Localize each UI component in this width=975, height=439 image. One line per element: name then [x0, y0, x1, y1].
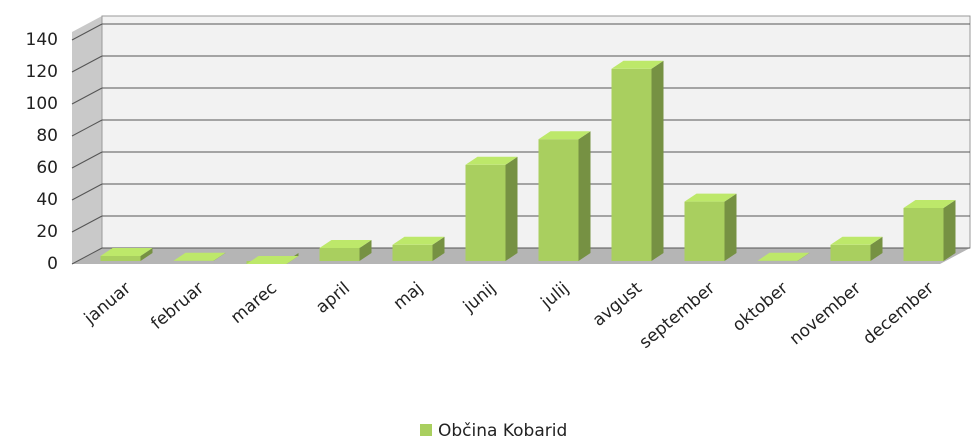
x-tick-label: december: [859, 278, 938, 349]
y-tick-label: 60: [36, 158, 58, 178]
legend-label: Občina Kobarid: [438, 421, 567, 439]
x-tick-label: oktober: [729, 278, 792, 335]
bar: [319, 248, 360, 261]
x-tick-label: april: [312, 278, 354, 318]
y-tick-label: 0: [47, 254, 58, 274]
y-tick-label: 80: [36, 126, 58, 146]
bar-top: [538, 131, 591, 140]
x-tick-label: september: [636, 278, 719, 352]
bar-top: [611, 60, 664, 69]
grid-line: [71, 247, 103, 265]
x-tick-label: marec: [227, 278, 281, 328]
y-tick-label: 20: [36, 222, 58, 242]
bar-side: [505, 156, 518, 261]
bar-side: [870, 236, 883, 261]
bar-top: [684, 193, 737, 202]
grid-line: [71, 215, 103, 233]
bar-top: [903, 200, 956, 208]
grid-line: [71, 87, 103, 105]
x-tick-label: november: [786, 278, 865, 349]
x-tick-label: maj: [390, 278, 427, 314]
floor: [72, 248, 970, 264]
bar: [830, 244, 871, 261]
x-tick-label: avgust: [589, 278, 646, 331]
bar-top: [465, 156, 518, 165]
grid-line: [71, 119, 103, 137]
x-tick-label: februar: [147, 278, 208, 333]
bar-top: [319, 240, 372, 248]
x-tick-label: junij: [459, 278, 500, 317]
bar-side: [359, 240, 372, 261]
bar-side: [432, 236, 445, 261]
bar-side: [651, 60, 664, 261]
grid-line: [71, 183, 103, 201]
bar: [538, 139, 579, 261]
grid-line: [71, 55, 103, 73]
bar-side: [140, 248, 153, 261]
bar: [611, 68, 652, 261]
grid-line: [71, 23, 103, 41]
x-tick-label: julij: [537, 278, 573, 313]
x-tick-label: januar: [80, 278, 135, 329]
bar-top: [757, 252, 810, 261]
bar-top: [100, 248, 153, 256]
y-tick-label: 140: [26, 30, 58, 50]
bar-top: [392, 236, 445, 245]
bar-side: [724, 193, 737, 261]
bar-top: [830, 236, 883, 245]
legend-swatch: [420, 424, 432, 436]
bar: [100, 256, 141, 261]
bar: [684, 201, 725, 261]
y-tick-label: 40: [36, 190, 58, 210]
bar: [903, 208, 944, 261]
bar-side: [943, 200, 956, 261]
y-tick-label: 120: [26, 62, 58, 82]
back-wall: [101, 15, 971, 249]
bar-top: [246, 256, 299, 264]
bar-side: [213, 252, 226, 261]
side-wall: [72, 16, 102, 264]
y-tick-label: 100: [26, 94, 58, 114]
bar: [392, 244, 433, 261]
bar-side: [578, 131, 591, 261]
grid-line: [71, 151, 103, 169]
bar: [465, 164, 506, 261]
bar-side: [797, 252, 810, 261]
bar-top: [173, 252, 226, 261]
